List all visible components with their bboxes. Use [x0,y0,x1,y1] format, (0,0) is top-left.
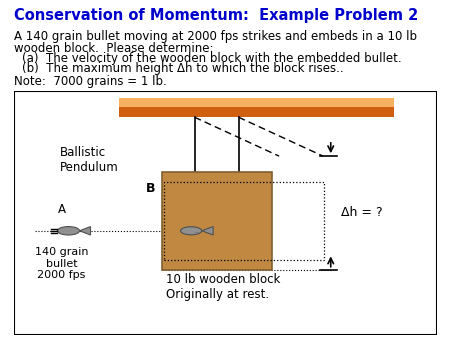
Text: Δh = ?: Δh = ? [342,207,383,219]
Text: (a)  The velocity of the wooden block with the embedded bullet.: (a) The velocity of the wooden block wit… [22,52,402,65]
Bar [119,99,394,117]
Text: wooden block.  Please determine:: wooden block. Please determine: [14,42,213,54]
Text: Conservation of Momentum:  Example Problem 2: Conservation of Momentum: Example Proble… [14,8,418,23]
Polygon shape [80,226,90,235]
Bar [164,182,324,260]
Text: B: B [146,182,155,195]
Text: A: A [58,203,66,216]
Text: 140 grain
bullet
2000 fps: 140 grain bullet 2000 fps [35,247,88,280]
Text: (b)  The maximum height Δh to which the block rises..: (b) The maximum height Δh to which the b… [22,62,344,75]
Text: A 140 grain bullet moving at 2000 fps strikes and embeds in a 10 lb: A 140 grain bullet moving at 2000 fps st… [14,30,417,43]
Text: Note:  7000 grains = 1 lb.: Note: 7000 grains = 1 lb. [14,75,166,88]
Bar [162,172,271,270]
Text: Ballistic
Pendulum: Ballistic Pendulum [60,146,119,174]
Bar [119,98,394,107]
Ellipse shape [58,226,80,235]
Text: 10 lb wooden block
Originally at rest.: 10 lb wooden block Originally at rest. [166,273,280,301]
Ellipse shape [180,227,202,235]
Text: ...: ... [194,228,200,234]
Polygon shape [202,226,213,235]
